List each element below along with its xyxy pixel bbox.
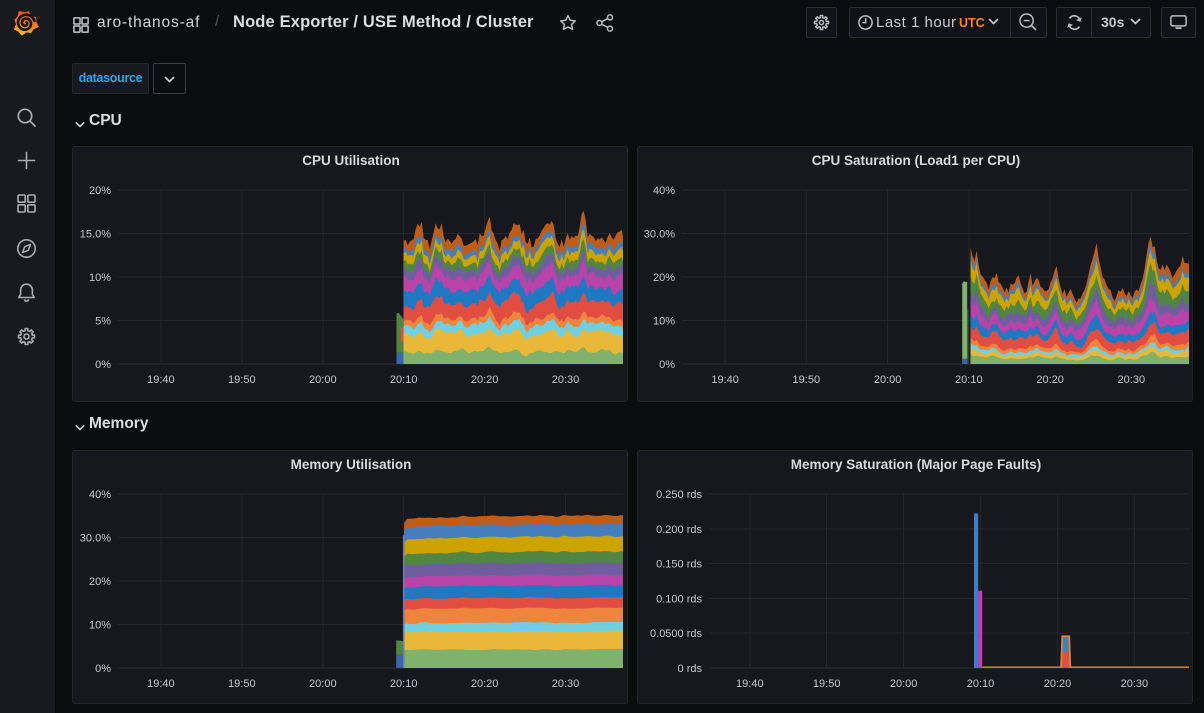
- svg-text:20:00: 20:00: [309, 678, 337, 690]
- svg-text:20:30: 20:30: [552, 374, 580, 386]
- svg-text:19:50: 19:50: [793, 374, 821, 386]
- svg-text:20%: 20%: [653, 272, 675, 284]
- svg-text:20:20: 20:20: [471, 678, 499, 690]
- svg-text:0 rds: 0 rds: [678, 663, 703, 675]
- svg-text:40%: 40%: [653, 185, 675, 197]
- svg-text:19:40: 19:40: [736, 678, 764, 690]
- svg-text:0.100 rds: 0.100 rds: [656, 593, 702, 605]
- svg-text:0.0500 rds: 0.0500 rds: [650, 628, 702, 640]
- svg-text:30.0%: 30.0%: [644, 229, 675, 241]
- svg-text:20%: 20%: [89, 185, 111, 197]
- svg-text:19:40: 19:40: [147, 374, 175, 386]
- svg-text:Memory Utilisation: Memory Utilisation: [291, 457, 412, 472]
- svg-text:20:00: 20:00: [874, 374, 902, 386]
- svg-text:10%: 10%: [653, 316, 675, 328]
- svg-text:20:30: 20:30: [552, 678, 580, 690]
- svg-text:15.0%: 15.0%: [80, 229, 111, 241]
- svg-text:20:30: 20:30: [1118, 374, 1146, 386]
- svg-text:20:30: 20:30: [1121, 678, 1149, 690]
- svg-text:20:00: 20:00: [309, 374, 337, 386]
- svg-text:0.250 rds: 0.250 rds: [656, 489, 702, 501]
- svg-text:20%: 20%: [89, 576, 111, 588]
- svg-text:19:50: 19:50: [813, 678, 841, 690]
- svg-text:19:40: 19:40: [147, 678, 175, 690]
- svg-text:20:00: 20:00: [890, 678, 918, 690]
- svg-text:20:20: 20:20: [471, 374, 499, 386]
- svg-text:0%: 0%: [659, 359, 675, 371]
- svg-text:Memory Saturation (Major Page: Memory Saturation (Major Page Faults): [791, 457, 1042, 472]
- svg-text:20:10: 20:10: [955, 374, 983, 386]
- svg-text:CPU Saturation (Load1 per CPU): CPU Saturation (Load1 per CPU): [812, 153, 1021, 168]
- svg-text:20:20: 20:20: [1044, 678, 1072, 690]
- svg-text:40%: 40%: [89, 489, 111, 501]
- svg-text:CPU Utilisation: CPU Utilisation: [302, 153, 400, 168]
- svg-text:20:10: 20:10: [390, 678, 418, 690]
- svg-text:19:50: 19:50: [228, 374, 256, 386]
- svg-text:20:20: 20:20: [1036, 374, 1064, 386]
- svg-text:0%: 0%: [95, 663, 111, 675]
- svg-text:0.200 rds: 0.200 rds: [656, 524, 702, 536]
- svg-text:10%: 10%: [89, 272, 111, 284]
- svg-text:20:10: 20:10: [390, 374, 418, 386]
- svg-text:5%: 5%: [95, 316, 111, 328]
- svg-text:20:10: 20:10: [967, 678, 995, 690]
- svg-text:10%: 10%: [89, 620, 111, 632]
- svg-text:19:40: 19:40: [711, 374, 739, 386]
- svg-text:0%: 0%: [95, 359, 111, 371]
- svg-text:0.150 rds: 0.150 rds: [656, 559, 702, 571]
- svg-text:19:50: 19:50: [228, 678, 256, 690]
- svg-text:30.0%: 30.0%: [80, 533, 111, 545]
